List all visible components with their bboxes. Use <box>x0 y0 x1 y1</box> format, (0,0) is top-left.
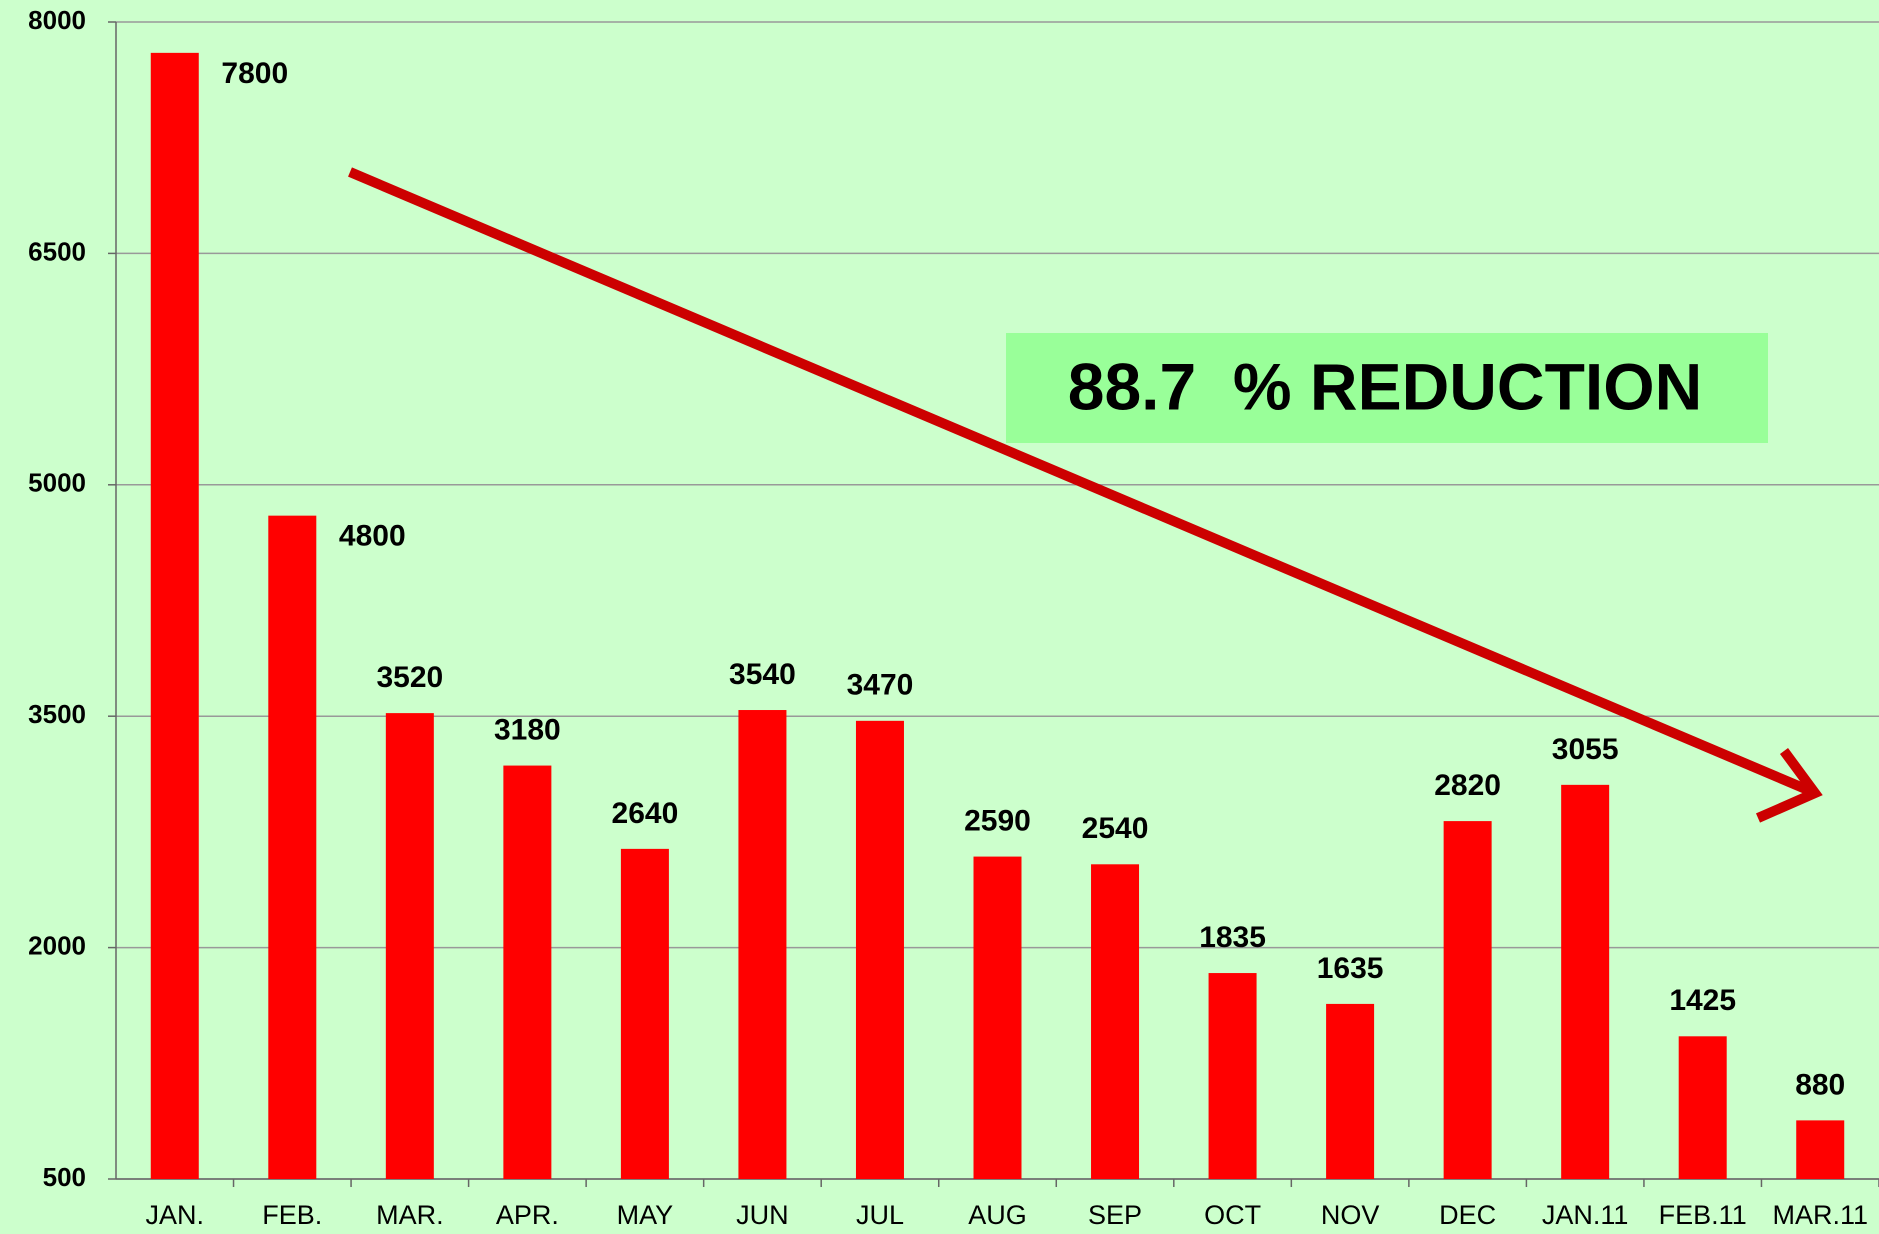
annotation-box <box>1006 333 1768 443</box>
value-label: 1835 <box>1199 921 1266 954</box>
value-label: 3520 <box>376 661 443 694</box>
bar <box>1678 1036 1727 1179</box>
value-label: 2540 <box>1082 812 1149 845</box>
value-label: 1635 <box>1317 952 1384 985</box>
value-label: 2820 <box>1434 769 1501 802</box>
x-tick-label: APR. <box>496 1200 559 1230</box>
trend-arrow <box>348 167 1810 795</box>
y-tick-label: 2000 <box>28 930 86 960</box>
bar <box>855 720 904 1179</box>
x-tick-label: JUN <box>736 1200 789 1230</box>
x-tick-label: AUG <box>968 1200 1027 1230</box>
value-label: 3055 <box>1552 733 1619 766</box>
value-label: 3470 <box>847 669 914 702</box>
bar <box>1443 821 1492 1179</box>
x-tick-label: JAN.11 <box>1542 1200 1629 1230</box>
y-tick-label: 6500 <box>28 236 86 266</box>
value-label: 4800 <box>339 520 406 553</box>
x-tick-label: SEP <box>1088 1200 1142 1230</box>
value-label: 7800 <box>221 57 288 90</box>
y-tick-label: 500 <box>43 1162 86 1192</box>
bar <box>385 713 434 1179</box>
y-tick-label: 3500 <box>28 699 86 729</box>
x-tick-label: JUL <box>856 1200 904 1230</box>
x-tick-label: MAR. <box>376 1200 444 1230</box>
value-label: 2640 <box>612 797 679 830</box>
y-tick-label: 8000 <box>28 5 86 35</box>
value-label: 3540 <box>729 658 796 691</box>
bar <box>150 52 199 1180</box>
x-tick-label: MAR.11 <box>1772 1200 1868 1230</box>
annotation: 88.7 % REDUCTION <box>1068 349 1702 423</box>
x-tick-label: FEB.11 <box>1659 1200 1747 1230</box>
x-tick-label: NOV <box>1321 1200 1380 1230</box>
bar <box>1561 784 1610 1179</box>
bar <box>973 856 1022 1179</box>
x-tick-label: FEB. <box>262 1200 322 1230</box>
value-label: 2590 <box>964 805 1031 838</box>
value-label: 3180 <box>494 713 561 746</box>
bar <box>620 848 669 1179</box>
value-label: 1425 <box>1669 984 1736 1017</box>
bar <box>268 515 317 1179</box>
x-tick-label: DEC <box>1439 1200 1496 1230</box>
bar <box>1091 864 1140 1179</box>
x-tick-label: OCT <box>1204 1200 1261 1230</box>
trend-arrowhead <box>1755 748 1823 823</box>
bar <box>1326 1003 1375 1179</box>
bar <box>503 765 552 1179</box>
y-tick-label: 5000 <box>28 468 86 498</box>
bar <box>738 710 787 1179</box>
x-tick-label: JAN. <box>146 1200 205 1230</box>
value-label: 880 <box>1795 1068 1845 1101</box>
x-tick-label: MAY <box>617 1200 674 1230</box>
bar <box>1796 1120 1845 1179</box>
bar <box>1208 973 1257 1179</box>
